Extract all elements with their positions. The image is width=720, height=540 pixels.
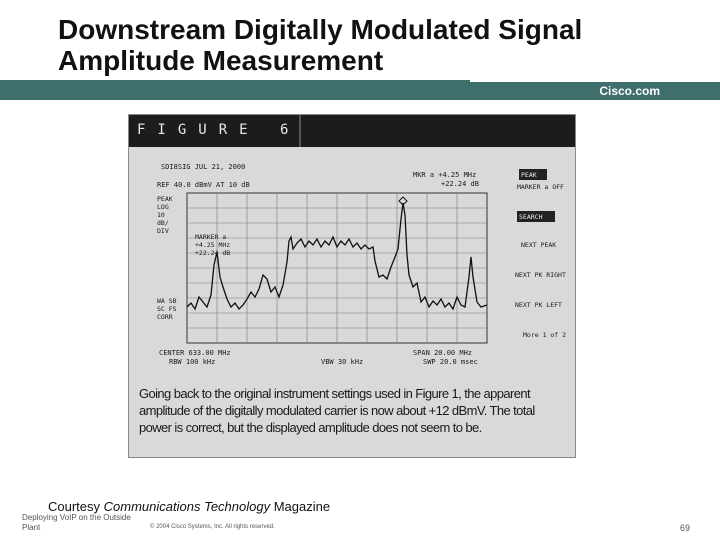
softkey-highlight-search [517, 211, 555, 222]
left-label: 10 [157, 211, 165, 219]
softkey-highlight-top [519, 169, 547, 180]
figure-label: FIGURE 6 [137, 122, 301, 138]
courtesy-suffix: Magazine [270, 499, 331, 514]
header-band [0, 82, 720, 100]
left-label: dB/ [157, 219, 169, 227]
softkey-label: NEXT PK RIGHT [515, 271, 566, 279]
marker-diamond [398, 196, 408, 206]
analyzer-left-labels: PEAK LOG 10 dB/ DIV WA SB SC FS CORR [157, 195, 177, 321]
marker-box: MARKER a +4.25 MHz +22.24 dB [195, 233, 230, 257]
figure-header-divider [299, 115, 301, 147]
center-readout: CENTER 633.00 MHz [159, 349, 231, 357]
vbw-readout: VBW 30 kHz [321, 358, 363, 366]
swp-readout: SWP 20.0 msec [423, 358, 478, 366]
analyzer-graticule [186, 192, 488, 344]
softkey-highlight-top-label: PEAK [521, 171, 537, 179]
softkey-label: More 1 of 2 [523, 331, 566, 339]
page-number: 69 [679, 523, 690, 533]
marker-box-line: MARKER a [195, 233, 226, 241]
analyzer-ref: REF 40.0 dBmV AT 10 dB [157, 181, 250, 189]
left-label: PEAK [157, 195, 173, 203]
header-band-accent [0, 80, 470, 82]
title-line-1: Downstream Digitally Modulated Signal [58, 14, 583, 45]
left-label: WA SB [157, 297, 177, 305]
analyzer-header: SDI8SIG JUL 21, 2000 [161, 163, 245, 171]
figure-caption: Going back to the original instrument se… [139, 386, 535, 435]
softkey-label: NEXT PK LEFT [515, 301, 562, 309]
spectrum-analyzer-screen: SDI8SIG JUL 21, 2000 REF 40.0 dBmV AT 10… [157, 163, 566, 366]
left-label: SC FS [157, 305, 177, 313]
softkey-label: MARKER a OFF [517, 183, 564, 191]
span-readout: SPAN 20.00 MHz [413, 349, 472, 357]
footer-copyright: © 2004 Cisco Systems, Inc. All rights re… [150, 524, 275, 530]
marker-readout-2: +22.24 dB [441, 180, 479, 188]
marker-box-line: +22.24 dB [195, 249, 230, 257]
marker-box-line: +4.25 MHz [195, 241, 230, 249]
rbw-readout: RBW 100 kHz [169, 358, 215, 366]
marker-readout-1: MKR a +4.25 MHz [413, 171, 476, 179]
courtesy-line: Courtesy Communications Technology Magaz… [48, 499, 330, 514]
courtesy-prefix: Courtesy [48, 499, 104, 514]
brand-logo: Cisco.com [599, 84, 660, 98]
left-label: LOG [157, 203, 169, 211]
left-label: CORR [157, 313, 173, 321]
softkey-highlight-search-label: SEARCH [519, 213, 543, 221]
figure-panel: FIGURE 6 SDI8SIG JUL 21, 2000 REF 40.0 d… [128, 114, 576, 458]
courtesy-magazine: Communications Technology [103, 499, 271, 514]
slide-title: Downstream Digitally Modulated Signal Am… [58, 14, 658, 76]
softkey-label: NEXT PEAK [521, 241, 556, 249]
spectrum-trace [186, 202, 488, 311]
footer-presentation-title: Deploying VoIP on the Outside Plant [22, 513, 131, 532]
title-line-2: Amplitude Measurement [58, 45, 384, 76]
left-label: DIV [157, 227, 169, 235]
figure-header: FIGURE 6 [129, 115, 575, 147]
